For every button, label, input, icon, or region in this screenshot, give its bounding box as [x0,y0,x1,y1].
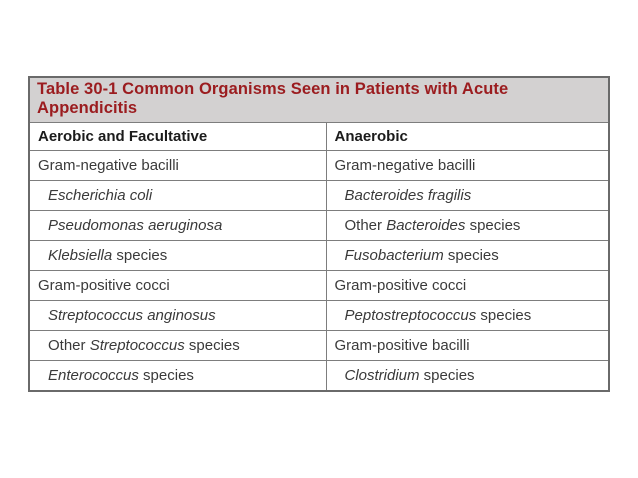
organism-text: species [138,366,194,384]
organism-text: Other [48,337,90,354]
organism-text: species [419,366,475,384]
organism-text: Gram-positive cocci [38,277,170,294]
table-row: Enterococcus species Clostridium species [28,360,610,391]
organism-text: species [465,217,521,234]
organism-text: Gram-positive bacilli [334,337,470,354]
table-cell: Bacteroides fragilis [325,180,610,211]
table-row: Pseudomonas aeruginosa Other Bacteroides … [28,210,610,241]
table-row: Other Streptococcus species Gram-positive… [28,330,610,361]
table-cell: Other Streptococcus species [28,330,327,361]
table-cell: Enterococcus species [28,360,327,391]
table-cell: Gram-negative bacilli [325,150,610,181]
organism-text: species [112,247,168,264]
table-cell: Gram-positive cocci [28,270,327,301]
table-body: Gram-negative bacilli Gram-negative bacil… [28,150,610,391]
table-row: Klebsiella species Fusobacterium species [28,240,610,271]
organism-name-italic: Klebsiella [48,247,113,264]
organism-name-italic: Bacteroides fragilis [344,187,472,204]
organism-name-italic: Pseudomonas aeruginosa [48,217,223,234]
column-header-anaerobic: Anaerobic [325,122,610,151]
organism-name-italic: Bacteroides [386,217,466,234]
organism-text: Gram-negative bacilli [38,157,179,174]
table-container: Table 30-1 Common Organisms Seen in Pati… [28,76,610,392]
table-cell: Klebsiella species [28,240,327,271]
organism-name-italic: Enterococcus [48,366,139,384]
organism-text: Other [344,217,387,234]
table-cell: Fusobacterium species [325,240,610,271]
organism-name-italic: Streptococcus anginosus [48,307,216,324]
table-row: Escherichia coli Bacteroides fragilis [28,180,610,211]
table-title: Table 30-1 Common Organisms Seen in Pati… [28,76,610,123]
table-row: Streptococcus anginosus Peptostreptococcu… [28,300,610,331]
table-cell: Other Bacteroides species [325,210,610,241]
organism-name-italic: Streptococcus [89,337,185,354]
table-title-row: Table 30-1 Common Organisms Seen in Pati… [28,76,610,123]
column-header-aerobic: Aerobic and Facultative [28,122,327,151]
organism-text: species [443,247,499,264]
organism-text: species [184,337,240,354]
table-header-row: Aerobic and Facultative Anaerobic [28,122,610,151]
organism-text: Gram-negative bacilli [334,157,476,174]
table-cell: Escherichia coli [28,180,327,211]
table-cell: Gram-positive bacilli [325,330,610,361]
table-cell: Gram-negative bacilli [28,150,327,181]
table-cell: Pseudomonas aeruginosa [28,210,327,241]
organisms-table: Table 30-1 Common Organisms Seen in Pati… [28,76,610,392]
table-cell: Streptococcus anginosus [28,300,327,331]
organism-name-italic: Escherichia coli [48,187,153,204]
table-cell: Clostridium species [325,360,610,391]
table-row: Gram-positive cocci Gram-positive cocci [28,270,610,301]
table-row: Gram-negative bacilli Gram-negative bacil… [28,150,610,181]
organism-text: Gram-positive cocci [334,277,467,294]
organism-text: species [476,307,532,324]
table-cell: Gram-positive cocci [325,270,610,301]
organism-name-italic: Clostridium [344,366,420,384]
organism-name-italic: Peptostreptococcus [344,307,477,324]
organism-name-italic: Fusobacterium [344,247,444,264]
table-cell: Peptostreptococcus species [325,300,610,331]
